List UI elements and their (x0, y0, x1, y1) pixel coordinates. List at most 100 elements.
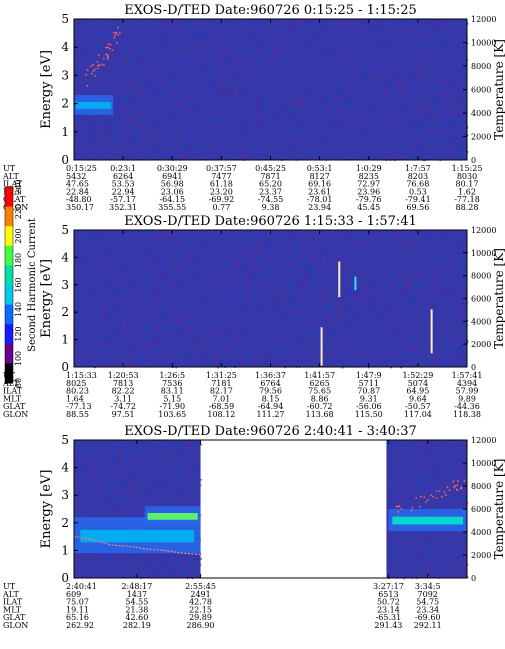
table-cell: 50.72 (377, 598, 400, 607)
table-cell: -57.17 (110, 195, 136, 204)
table-cell: 82.22 (112, 387, 135, 396)
table-cell: -79.41 (405, 195, 431, 204)
table-cell: 54.55 (125, 598, 148, 607)
table-cell: 42.78 (189, 598, 212, 607)
y2-axis-label: Temperature [K] (492, 39, 505, 140)
y2-tick-label: 4000 (471, 528, 491, 537)
table-cell: 61.18 (210, 180, 233, 189)
table-cell: 80.23 (66, 387, 89, 396)
table-cell: 1.62 (458, 187, 476, 196)
table-cell: 1437 (127, 590, 147, 599)
table-cell: -74.72 (110, 402, 136, 411)
y2-tick-label: 2000 (471, 340, 491, 349)
y2-tick-label: 8000 (471, 272, 491, 281)
temperature-point (106, 56, 109, 59)
temperature-point (114, 34, 117, 37)
temperature-point (432, 495, 434, 498)
table-cell: -56.06 (356, 402, 382, 411)
temperature-point (410, 509, 413, 512)
y-tick-label: 5 (61, 12, 69, 26)
colorbar-segment (5, 285, 13, 306)
table-cell: -64.94 (258, 402, 284, 411)
table-cell: 115.50 (355, 410, 383, 419)
panel-1: EXOS-D/TED Date:960726 0:15:25 - 1:15:25… (2, 3, 505, 212)
table-cell: 8030 (457, 172, 477, 181)
y2-tick-label: 0 (471, 156, 476, 165)
table-cell: 1:41:57 (304, 371, 335, 380)
y2-tick-label: 0 (471, 363, 476, 372)
y2-axis-label: Temperature [K] (492, 248, 505, 349)
panel-title: EXOS-D/TED Date:960726 1:15:33 - 1:57:41 (124, 214, 417, 229)
table-cell: -44.36 (454, 402, 480, 411)
temperature-point (102, 57, 105, 60)
temperature-point (92, 70, 95, 73)
temperature-point (112, 31, 115, 34)
energy-band-core (75, 102, 112, 109)
table-cell: 42.60 (125, 613, 148, 622)
temperature-point (423, 496, 426, 498)
table-cell: 1:26:5 (159, 371, 185, 380)
temperature-point (435, 490, 438, 492)
y2-tick-label: 12000 (471, 226, 496, 235)
temperature-point (105, 53, 107, 56)
table-row-label: ALT (2, 172, 19, 181)
colorbar-tick-label: 100 (14, 351, 23, 366)
table-cell: -68.59 (209, 402, 235, 411)
temperature-point (107, 46, 109, 49)
y-axis-label: Energy [eV] (39, 50, 54, 129)
table-cell: 0.53 (409, 187, 427, 196)
temperature-point (100, 63, 103, 66)
table-cell: 0.77 (212, 203, 230, 212)
table-cell: 7813 (113, 379, 133, 388)
table-cell: 19.11 (66, 605, 89, 614)
table-row-label: GLAT (3, 195, 26, 204)
temperature-point (103, 64, 105, 67)
colorbar-tick-label: 80 (14, 378, 23, 388)
table-cell: 1:31:25 (206, 371, 237, 380)
table-cell: 64.95 (406, 387, 429, 396)
table-row-label: GLAT (3, 402, 26, 411)
table-row-label: GLON (3, 203, 28, 212)
temperature-point (411, 506, 414, 509)
y-tick-label: 5 (61, 433, 69, 447)
table-cell: 286.90 (187, 621, 215, 630)
temperature-point (456, 489, 459, 492)
table-cell: 5074 (408, 379, 428, 388)
y-tick-label: 1 (61, 543, 69, 557)
table-cell: 1.64 (66, 394, 84, 403)
table-cell: 53.53 (112, 180, 135, 189)
table-row-label: GLAT (3, 613, 26, 622)
table-cell: -71.90 (159, 402, 185, 411)
y2-tick-label: 4000 (471, 109, 491, 118)
table-cell: 9.64 (409, 394, 427, 403)
y-tick-label: 1 (61, 333, 69, 347)
y2-tick-label: 12000 (471, 15, 496, 24)
table-cell: 6264 (113, 172, 133, 181)
y-tick-label: 3 (61, 68, 69, 82)
colorbar-label: Second Harmonic Current (27, 218, 38, 352)
y2-tick-label: 10000 (471, 459, 496, 468)
temperature-point (98, 54, 100, 57)
table-cell: 3:34:5 (415, 582, 441, 591)
table-row-label: GLON (3, 621, 28, 630)
colorbar-tick-label: 160 (14, 277, 23, 292)
y-tick-label: 0 (61, 153, 69, 167)
temperature-point (430, 494, 432, 497)
table-cell: 0:23:1 (110, 164, 136, 173)
temperature-point (105, 46, 108, 49)
table-cell: -69.92 (209, 195, 235, 204)
data-region (74, 19, 467, 160)
table-cell: 23.61 (308, 187, 331, 196)
table-cell: 3.11 (114, 394, 132, 403)
table-cell: 88.55 (66, 410, 89, 419)
table-cell: 6265 (309, 379, 329, 388)
table-cell: 111.27 (257, 410, 285, 419)
table-cell: 113.68 (306, 410, 334, 419)
table-cell: 291.43 (374, 621, 402, 630)
table-cell: 8127 (309, 172, 329, 181)
table-row-label: ILAT (3, 387, 23, 396)
table-cell: 65.16 (66, 613, 89, 622)
temperature-point (440, 495, 443, 498)
table-cell: 9.38 (262, 203, 280, 212)
temperature-point (415, 497, 417, 499)
